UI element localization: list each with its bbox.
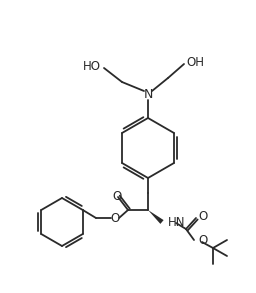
- Text: N: N: [143, 88, 153, 101]
- Text: O: O: [110, 212, 120, 224]
- Text: OH: OH: [186, 55, 204, 69]
- Text: O: O: [198, 210, 207, 224]
- Text: HN: HN: [168, 217, 186, 229]
- Text: O: O: [112, 190, 122, 202]
- Text: HO: HO: [83, 60, 101, 74]
- Text: O: O: [198, 234, 207, 246]
- Polygon shape: [148, 210, 164, 224]
